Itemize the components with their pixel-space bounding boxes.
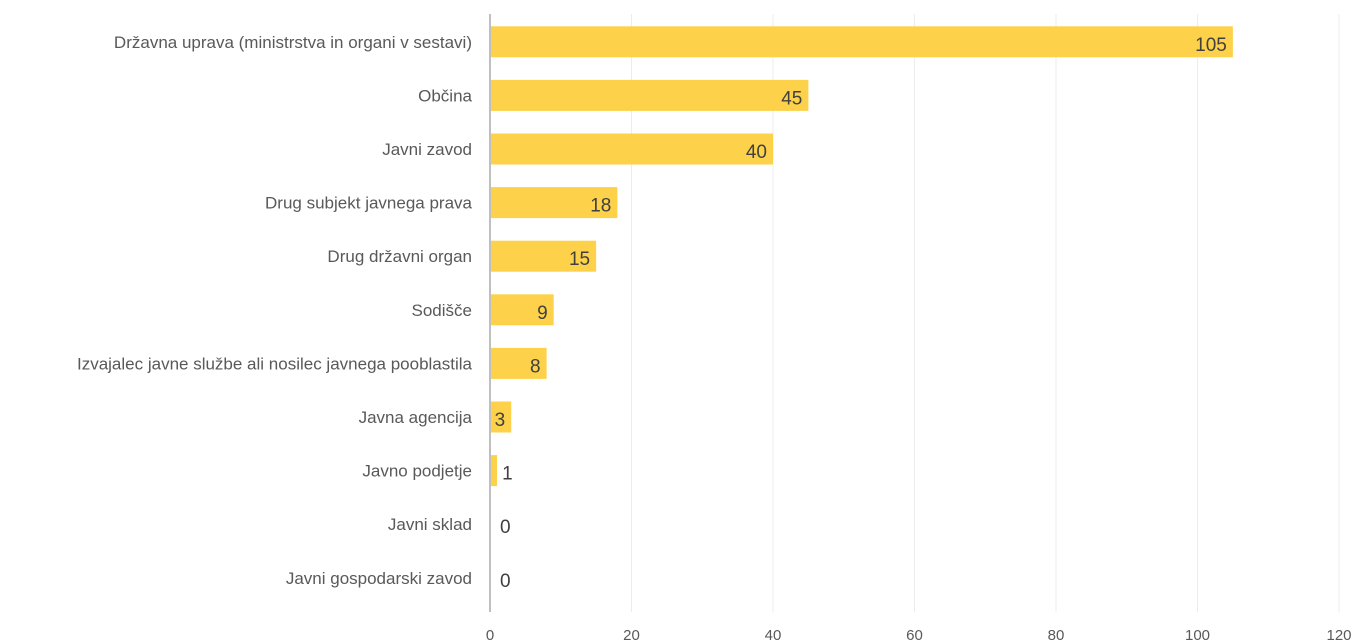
data-label: 40 [746, 142, 767, 163]
x-tick-label: 0 [486, 627, 494, 642]
category-label: Drug subjekt javnega prava [265, 194, 473, 213]
category-label: Javni gospodarski zavod [286, 569, 472, 588]
x-tick-label: 60 [906, 627, 923, 642]
category-label: Občina [418, 86, 472, 105]
bar [490, 455, 498, 487]
bars [490, 26, 1233, 487]
data-label: 8 [530, 356, 541, 377]
data-label: 1 [502, 464, 513, 485]
data-label: 9 [537, 303, 548, 324]
data-label: 45 [781, 88, 802, 109]
data-label: 3 [495, 410, 506, 431]
category-label: Državna uprava (ministrstva in organi v … [114, 33, 472, 52]
data-label: 18 [590, 196, 611, 217]
data-label: 0 [500, 517, 511, 538]
x-tick-label: 40 [765, 627, 782, 642]
data-label: 15 [569, 249, 590, 270]
x-tick-label: 80 [1048, 627, 1065, 642]
bar [490, 133, 773, 165]
bar [490, 347, 547, 379]
gridlines [631, 14, 1340, 612]
bar [490, 79, 809, 111]
category-label: Izvajalec javne službe ali nosilec javne… [77, 354, 473, 373]
bar [490, 187, 618, 219]
data-label: 0 [500, 571, 511, 592]
bar [490, 294, 554, 326]
category-label: Javno podjetje [362, 462, 472, 481]
category-label: Javni sklad [388, 515, 472, 534]
category-label: Javna agencija [359, 408, 473, 427]
x-tick-label: 120 [1326, 627, 1351, 642]
category-label: Drug državni organ [327, 247, 472, 266]
category-label: Sodišče [412, 301, 472, 320]
category-label: Javni zavod [382, 140, 472, 159]
bar [490, 26, 1233, 58]
bar [490, 240, 597, 272]
x-tick-label: 20 [623, 627, 640, 642]
bar [490, 401, 512, 433]
data-label: 105 [1195, 35, 1227, 56]
x-tick-label: 100 [1185, 627, 1210, 642]
